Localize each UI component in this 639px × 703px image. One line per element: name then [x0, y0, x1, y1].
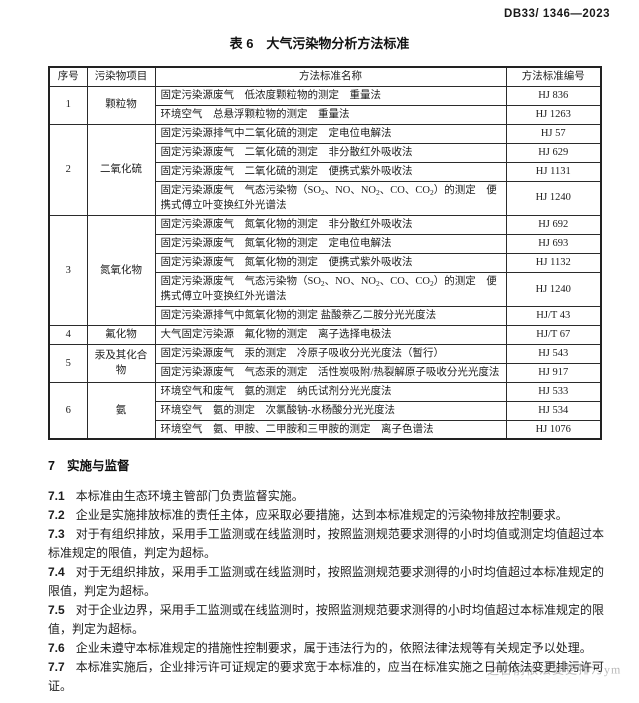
- table-row: 固定污染源废气 二氧化硫的测定 非分散红外吸收法 HJ 629: [49, 142, 602, 163]
- cell-method-name: 大气固定污染源 氟化物的测定 离子选择电极法: [154, 324, 507, 345]
- cell-method-code: HJ 836: [505, 85, 602, 106]
- cell-serial-number: 3: [48, 214, 88, 326]
- clause-7.1: 7.1 本标准由生态环境主管部门负责监督实施。: [48, 487, 604, 506]
- column-header-1: 污染物项目: [86, 66, 156, 87]
- cell-serial-number: 5: [48, 343, 88, 383]
- clause-number: 7.6: [48, 641, 65, 655]
- cell-method-name: 固定污染源排气中二氧化硫的测定 定电位电解法: [154, 123, 507, 144]
- clause-7.5: 7.5 对于企业边界，采用手工监测或在线监测时，按照监测规范要求测得的小时均值超过…: [48, 601, 604, 639]
- table-row: 环境空气 氨的测定 次氯酸钠-水杨酸分光光度法 HJ 534: [49, 400, 602, 421]
- methods-table-header: 序号 污染物项目 方法标准名称 方法标准编号: [48, 66, 602, 87]
- cell-method-name: 环境空气 总悬浮颗粒物的测定 重量法: [154, 104, 507, 125]
- cell-method-name: 固定污染源废气 气态汞的测定 活性炭吸附/热裂解原子吸收分光光度法: [154, 362, 507, 383]
- column-header-0: 序号: [48, 66, 88, 87]
- cell-method-code: HJ/T 67: [505, 324, 602, 345]
- clause-7.4: 7.4 对于无组织排放，采用手工监测或在线监测时，按照监测规范要求测得的小时均值超…: [48, 563, 604, 601]
- cell-method-code: HJ 1240: [505, 271, 602, 307]
- clause-text: 本标准由生态环境主管部门负责监督实施。: [75, 489, 304, 503]
- cell-method-name: 固定污染源废气 二氧化硫的测定 非分散红外吸收法: [154, 142, 507, 163]
- cell-pollutant: 氮氧化物: [86, 214, 156, 326]
- table-title: 表 6 大气污染物分析方法标准: [229, 36, 410, 51]
- clause-number: 7.4: [48, 565, 65, 579]
- cell-pollutant: 二氧化硫: [86, 123, 156, 216]
- cell-method-name: 固定污染源废气 气态污染物（SO2、NO、NO2、CO、CO2）的测定 便携式傅…: [154, 180, 507, 216]
- table-row: 1 颗粒物 固定污染源废气 低浓度颗粒物的测定 重量法 HJ 836: [48, 85, 602, 125]
- cell-method-code: HJ 917: [505, 362, 602, 383]
- clause-7.2: 7.2 企业是实施排放标准的责任主体，应采取必要措施，达到本标准规定的污染物排放控…: [48, 506, 604, 525]
- clause-number: 7.3: [48, 527, 65, 541]
- cell-method-code: HJ 543: [505, 343, 602, 364]
- cell-pollutant: 汞及其化合物: [86, 343, 156, 383]
- clause-7.6: 7.6 企业未遵守本标准规定的措施性控制要求，属于违法行为的，依照法律法规等有关规…: [48, 639, 604, 658]
- cell-serial-number: 2: [48, 123, 88, 216]
- cell-serial-number: 6: [48, 381, 88, 440]
- cell-method-name: 固定污染源废气 氮氧化物的测定 非分散红外吸收法: [154, 214, 507, 235]
- clause-text: 本标准实施后，企业排污许可证规定的要求宽于本标准的，应当在标准实施之日前依法变更…: [48, 660, 604, 693]
- cell-method-code: HJ 693: [505, 233, 602, 254]
- cell-method-name: 固定污染源排气中氮氧化物的测定 盐酸萘乙二胺分光光度法: [154, 305, 507, 326]
- cell-method-code: HJ 57: [505, 123, 602, 144]
- table-row: 固定污染源废气 气态污染物（SO2、NO、NO2、CO、CO2）的测定 便携式傅…: [49, 180, 602, 216]
- clause-7.3: 7.3 对于有组织排放，采用手工监测或在线监测时，按照监测规范要求测得的小时均值或…: [48, 525, 604, 563]
- table-header-row: 序号 污染物项目 方法标准名称 方法标准编号: [48, 66, 602, 87]
- clause-number: 7.5: [48, 603, 65, 617]
- cell-method-name: 环境空气 氨的测定 次氯酸钠-水杨酸分光光度法: [154, 400, 507, 421]
- clause-number: 7.2: [48, 508, 65, 522]
- cell-method-name: 固定污染源废气 汞的测定 冷原子吸收分光光度法（暂行）: [154, 343, 507, 364]
- cell-serial-number: 1: [48, 85, 88, 125]
- cell-method-name: 固定污染源废气 氮氧化物的测定 定电位电解法: [154, 233, 507, 254]
- methods-table: 序号 污染物项目 方法标准名称 方法标准编号 1 颗粒物 固定污染源废气 低浓度颗粒物的测…: [48, 66, 602, 441]
- section-number: 7: [48, 459, 55, 473]
- cell-method-name: 环境空气 氨、甲胺、二甲胺和三甲胺的测定 离子色谱法: [154, 419, 507, 440]
- table-row: 固定污染源废气 气态污染物（SO2、NO、NO2、CO、CO2）的测定 便携式傅…: [49, 271, 602, 307]
- methods-table-body: 1 颗粒物 固定污染源废气 低浓度颗粒物的测定 重量法 HJ 836 环境空气 总悬浮颗…: [48, 85, 602, 440]
- cell-method-name: 固定污染源废气 二氧化硫的测定 便携式紫外吸收法: [154, 161, 507, 182]
- clause-text: 企业未遵守本标准规定的措施性控制要求，属于违法行为的，依照法律法规等有关规定予以…: [75, 641, 592, 655]
- cell-method-code: HJ 1076: [505, 419, 602, 440]
- section-heading: 7 实施与监督: [48, 455, 129, 474]
- cell-method-name: 固定污染源废气 氮氧化物的测定 便携式紫外吸收法: [154, 252, 507, 273]
- clause-text: 对于企业边界，采用手工监测或在线监测时，按照监测规范要求测得的小时均值超过本标准…: [48, 603, 604, 636]
- clause-number: 7.7: [48, 660, 65, 674]
- clause-text: 对于有组织排放，采用手工监测或在线监测时，按照监测规范要求测得的小时均值或测定均…: [48, 527, 604, 560]
- cell-method-code: HJ 1240: [505, 180, 602, 216]
- clause-7.7: 7.7 本标准实施后，企业排污许可证规定的要求宽于本标准的，应当在标准实施之日前依…: [48, 658, 604, 696]
- table-row: 3 氮氧化物 固定污染源废气 氮氧化物的测定 非分散红外吸收法 HJ 692: [48, 214, 602, 326]
- cell-pollutant: 氟化物: [86, 324, 156, 345]
- clause-text: 企业是实施排放标准的责任主体，应采取必要措施，达到本标准规定的污染物排放控制要求…: [75, 508, 568, 522]
- cell-method-name: 固定污染源废气 低浓度颗粒物的测定 重量法: [154, 85, 507, 106]
- clauses: 7.1 本标准由生态环境主管部门负责监督实施。 7.2 企业是实施排放标准的责任主体，…: [48, 487, 604, 696]
- table-row: 5 汞及其化合物 固定污染源废气 汞的测定 冷原子吸收分光光度法（暂行） HJ 543: [48, 343, 602, 383]
- table-row: 6 氨环境空气和废气 氨的测定 纳氏试剂分光光度法 HJ 533: [48, 381, 602, 440]
- cell-method-code: HJ/T 43: [505, 305, 602, 326]
- column-header-2: 方法标准名称: [154, 66, 507, 87]
- cell-method-name: 环境空气和废气 氨的测定 纳氏试剂分光光度法: [154, 381, 507, 402]
- cell-method-code: HJ 533: [505, 381, 602, 402]
- cell-pollutant: 氨: [86, 381, 156, 440]
- table-row: 2 二氧化硫 固定污染源排气中二氧化硫的测定 定电位电解法 HJ 57: [48, 123, 602, 216]
- cell-serial-number: 4: [48, 324, 88, 345]
- cell-method-code: HJ 692: [505, 214, 602, 235]
- cell-method-code: HJ 629: [505, 142, 602, 163]
- table-row: 环境空气 氨、甲胺、二甲胺和三甲胺的测定 离子色谱法 HJ 1076: [49, 419, 602, 440]
- doc-number: DB33/ 1346—2023: [504, 8, 610, 20]
- cell-method-code: HJ 534: [505, 400, 602, 421]
- cell-method-code: HJ 1132: [505, 252, 602, 273]
- cell-method-name: 固定污染源废气 气态污染物（SO2、NO、NO2、CO、CO2）的测定 便携式傅…: [154, 271, 507, 307]
- clause-text: 对于无组织排放，采用手工监测或在线监测时，按照监测规范要求测得的小时均值超过本标…: [48, 565, 604, 598]
- clause-number: 7.1: [48, 489, 65, 503]
- cell-method-code: HJ 1263: [505, 104, 602, 125]
- column-header-3: 方法标准编号: [505, 66, 602, 87]
- cell-pollutant: 颗粒物: [86, 85, 156, 125]
- cell-method-code: HJ 1131: [505, 161, 602, 182]
- section-title: 实施与监督: [66, 459, 130, 473]
- table-row: 4 氟化物 大气固定污染源 氟化物的测定 离子选择电极法 HJ/T 67: [48, 324, 602, 345]
